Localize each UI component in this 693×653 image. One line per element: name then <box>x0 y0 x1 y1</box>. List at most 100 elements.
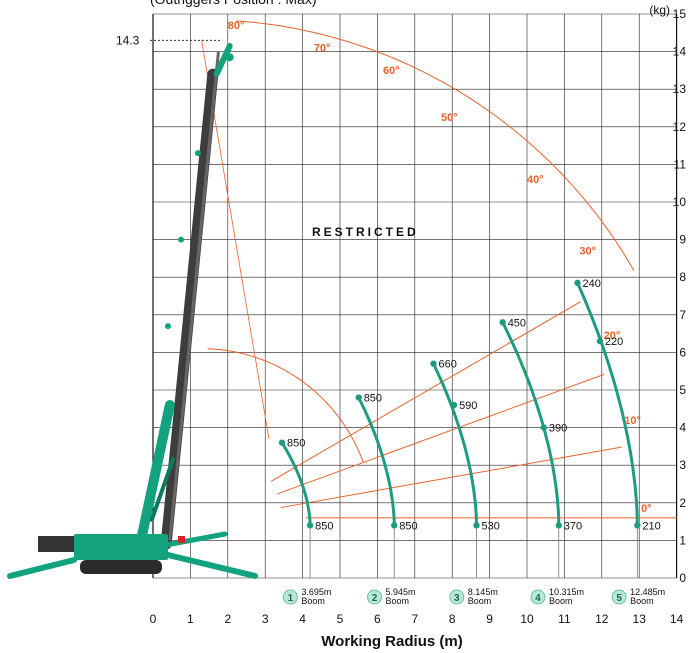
grid <box>152 13 678 579</box>
load-value-label: 850 <box>399 520 417 532</box>
angle-label: 80° <box>228 20 245 32</box>
boom-length-label: 5.945m <box>386 587 416 597</box>
boom-joint <box>178 236 185 243</box>
y-tick-label: 13 <box>673 82 687 96</box>
boom-length-label: 8.145m <box>468 587 498 597</box>
load-point <box>430 360 437 367</box>
y-tick-label: 4 <box>679 421 686 435</box>
chart-labels: 0 1 2 3 4 5 6 7 8 9 10 11 12 13 1401234567891011121314… <box>116 0 686 650</box>
angle-label: 60° <box>383 65 400 77</box>
y-tick-label: 9 <box>679 233 686 247</box>
boom-number-badge <box>530 589 546 605</box>
load-point <box>450 401 458 409</box>
load-curve <box>432 363 478 526</box>
x-tick-label: 13 <box>633 612 647 626</box>
boom-number: 1 <box>288 593 294 604</box>
load-point <box>391 522 398 529</box>
boom-length-label: 10.315m <box>549 587 584 597</box>
chart-title: (Outriggers Position : Max) <box>150 0 317 7</box>
boom-number-badge <box>611 589 627 605</box>
y-tick-label: 0 <box>679 571 686 585</box>
boom-length-label: 3.695m <box>301 587 331 597</box>
x-tick-label: 14 <box>670 612 684 626</box>
load-point <box>596 337 604 345</box>
inner-envelope-arc <box>207 348 364 463</box>
x-tick-label: 10 <box>520 612 534 626</box>
load-value-label: 450 <box>508 317 526 329</box>
boom-cylinder <box>149 457 176 523</box>
boom-joint <box>164 323 171 330</box>
y-tick-label: 12 <box>673 120 687 134</box>
boom-word-label: Boom <box>386 596 410 606</box>
max-height-label: 14.3 <box>116 33 140 47</box>
y-tick-label: 10 <box>673 195 687 209</box>
angle-label: 0° <box>641 503 652 515</box>
angle-label: 30° <box>579 246 596 258</box>
angle-ray <box>277 373 605 495</box>
load-point <box>555 522 562 529</box>
load-point <box>306 522 314 529</box>
x-tick-label: 5 <box>337 612 344 626</box>
boom-number: 2 <box>372 593 378 604</box>
boom-word-label: Boom <box>468 596 492 606</box>
boom-number-badge <box>282 589 298 605</box>
boom-word-label: Boom <box>549 596 573 606</box>
load-curve <box>280 441 312 526</box>
crawler-track <box>80 560 162 574</box>
load-point <box>540 424 548 431</box>
outrigger-rear <box>147 531 228 551</box>
load-value-label: 220 <box>605 336 623 348</box>
y-tick-label: 2 <box>679 496 686 510</box>
y-tick-label: 3 <box>679 458 686 472</box>
boom-edge <box>168 51 220 541</box>
angle-label: 50° <box>441 112 458 124</box>
boom-joint <box>194 150 201 157</box>
x-tick-label: 6 <box>374 612 381 626</box>
y-tick-label: 5 <box>679 383 686 397</box>
operator-seat <box>38 536 74 552</box>
boom-number-badge <box>449 589 465 605</box>
y-tick-label: 15 <box>673 7 687 21</box>
outrigger-right <box>165 552 258 579</box>
boom-tip <box>213 42 233 78</box>
x-tick-label: 7 <box>411 612 418 626</box>
load-point <box>278 439 286 446</box>
load-value-label: 370 <box>564 520 582 532</box>
x-tick-label: 8 <box>449 612 456 626</box>
boom-number-badge <box>367 589 383 605</box>
restricted-label: RESTRICTED <box>312 225 419 239</box>
boom-number: 5 <box>616 593 622 604</box>
x-tick-label: 4 <box>299 612 306 626</box>
x-tick-label: 2 <box>224 612 231 626</box>
crane-body <box>74 534 168 560</box>
load-point <box>634 522 641 529</box>
y-tick-label: 7 <box>679 308 686 322</box>
boom-word-label: Boom <box>301 596 325 606</box>
boom-main <box>160 68 219 550</box>
y-unit-label: (kg) <box>649 3 670 17</box>
load-value-label: 530 <box>482 520 500 532</box>
x-tick-label: 0 <box>150 612 157 626</box>
y-tick-label: 11 <box>674 157 687 171</box>
x-tick-label: 11 <box>558 612 571 626</box>
x-tick-label: 1 <box>187 612 194 626</box>
load-value-label: 660 <box>439 359 457 371</box>
boom-word-label: Boom <box>630 596 654 606</box>
angle-label: 70° <box>314 43 331 55</box>
x-tick-label: 9 <box>486 612 493 626</box>
load-point <box>499 319 506 326</box>
load-value-label: 240 <box>582 278 600 290</box>
y-tick-label: 6 <box>679 345 686 359</box>
boom-number: 3 <box>454 593 460 604</box>
load-curves <box>278 279 641 578</box>
angle-ray <box>280 446 622 509</box>
load-point <box>355 394 362 401</box>
load-value-label: 850 <box>315 520 333 532</box>
load-value-label: 210 <box>642 520 660 532</box>
y-tick-label: 1 <box>679 533 686 547</box>
x-tick-label: 12 <box>595 612 609 626</box>
load-value-label: 390 <box>549 423 567 435</box>
angle-label: 10° <box>624 415 641 427</box>
load-point <box>574 279 581 287</box>
